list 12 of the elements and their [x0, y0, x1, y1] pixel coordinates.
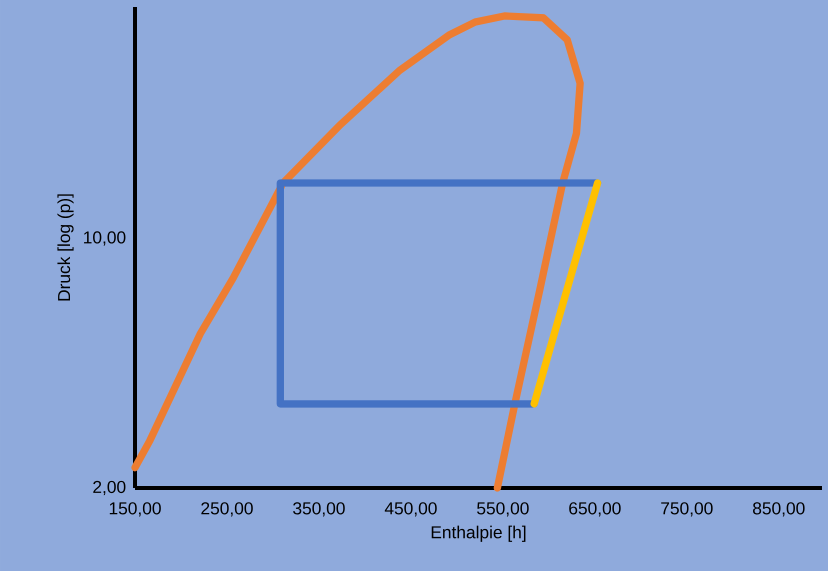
y-tick-label: 2,00 [93, 480, 126, 496]
y-axis-title: Druck [log (p)] [57, 194, 74, 300]
x-tick-label: 150,00 [110, 502, 161, 517]
x-tick-label: 450,00 [384, 502, 437, 517]
x-tick-label: 550,00 [477, 502, 529, 517]
x-tick-label: 250,00 [201, 502, 253, 517]
y-tick-label: 10,00 [84, 231, 126, 246]
x-tick-label: 750,00 [661, 502, 713, 517]
x-tick-label: 350,00 [293, 502, 345, 517]
x-axis-title: Enthalpie [h] [432, 526, 526, 542]
x-tick-label: 650,00 [569, 502, 621, 517]
x-tick-label: 850,00 [753, 502, 805, 517]
